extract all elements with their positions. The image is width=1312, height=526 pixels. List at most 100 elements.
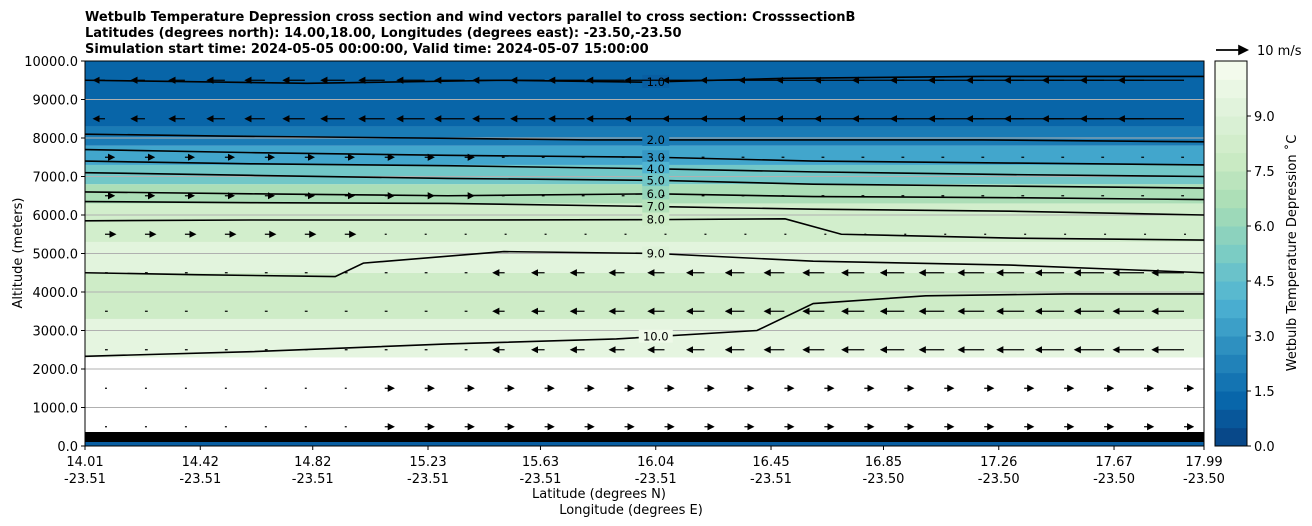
contour-label-bg-7.0	[642, 199, 670, 213]
y-tick-label: 10000.0	[24, 55, 78, 70]
x-tick-label-lon: -23.51	[179, 472, 221, 487]
contour-line-8.0	[85, 218, 1204, 241]
colorbar-segment	[1215, 336, 1247, 355]
x-tick-label-lat: 17.99	[1185, 455, 1222, 470]
contour-label-5.0: 5.0	[647, 173, 665, 187]
contour-label-8.0: 8.0	[647, 213, 665, 227]
contour-line-9.0	[85, 250, 1204, 278]
x-axis-label-2: Longitude (degrees E)	[559, 503, 703, 518]
colorbar: 0.0 1.5 3.0 4.5 6.0 7.5 9.0	[1214, 60, 1275, 455]
colorbar-label: Wetbulb Temperature Depression ˚C	[1284, 135, 1300, 372]
x-tick-label-lat: 15.23	[409, 455, 446, 470]
contour-label-3.0: 3.0	[647, 150, 665, 164]
x-tick-label-lon: -23.51	[292, 472, 334, 487]
contour-label-2.0: 2.0	[647, 133, 665, 147]
x-axis-ticks: 14.01 -23.51 14.42 -23.51 14.82 -23.51 15.23 -2…	[64, 446, 1225, 487]
y-tick-label: 6000.0	[33, 209, 79, 224]
contour-label-bg-9.0	[642, 246, 670, 260]
colorbar-tick-label: 7.5	[1254, 165, 1275, 180]
colorbar-segment	[1215, 61, 1247, 80]
colorbar-segment	[1215, 189, 1247, 209]
y-tick-label: 0.0	[57, 440, 78, 455]
vector-key-label: 10 m/s	[1257, 44, 1302, 59]
colorbar-tick-label: 6.0	[1254, 220, 1275, 235]
x-tick-label-lon: -23.51	[407, 472, 449, 487]
colorbar-segment	[1215, 281, 1247, 300]
x-tick-label-lat: 14.42	[182, 455, 219, 470]
x-tick-label-lat: 14.01	[66, 455, 103, 470]
x-tick-label-lat: 17.26	[980, 455, 1017, 470]
colorbar-segment	[1215, 391, 1247, 410]
colorbar-segment	[1215, 262, 1247, 282]
filled-layer-10	[85, 61, 1204, 127]
contour-label-bg-2.0	[642, 132, 670, 146]
contour-line-10.0	[85, 293, 1204, 358]
colorbar-segment	[1215, 171, 1247, 190]
contour-label-9.0: 9.0	[647, 247, 665, 261]
colorbar-segment	[1215, 427, 1247, 447]
x-tick-label-lat: 16.45	[752, 455, 789, 470]
colorbar-segment	[1215, 317, 1247, 337]
contour-label-bg-6.0	[642, 186, 670, 200]
contour-label-1.0: 1.0	[647, 75, 665, 89]
contour-line-2.0	[85, 133, 1204, 143]
filled-layer-3	[85, 272, 1204, 319]
x-tick-label-lon: -23.50	[1183, 472, 1225, 487]
colorbar-segment	[1215, 134, 1247, 154]
x-tick-label-lat: 17.67	[1095, 455, 1132, 470]
x-tick-label-lat: 16.04	[637, 455, 674, 470]
contour-label-bg-4.0	[642, 161, 670, 175]
plot-area: 1.0 2.0 3.04.05.06.07.08.0 9.0 10.0	[85, 61, 1204, 446]
contour-label-4.0: 4.0	[647, 162, 665, 176]
colorbar-segment	[1215, 97, 1247, 117]
y-axis-ticks: 0.0 1000.0 2000.0 3000.0 4000.0 5000.0 6000.0 7…	[24, 55, 85, 455]
colorbar-tick-label: 3.0	[1254, 330, 1275, 345]
y-tick-label: 8000.0	[33, 132, 79, 147]
colorbar-segment	[1215, 207, 1247, 227]
colorbar-segment	[1215, 409, 1247, 429]
colorbar-segment	[1215, 79, 1247, 99]
chart-title-line-1: Wetbulb Temperature Depression cross sec…	[85, 10, 855, 25]
colorbar-tick-label: 0.0	[1254, 440, 1275, 455]
contour-label-bg-3.0	[642, 150, 670, 164]
colorbar-segment	[1215, 116, 1247, 135]
colorbar-segment	[1215, 372, 1247, 392]
y-tick-label: 9000.0	[33, 94, 79, 109]
contour-lines: 1.0 2.0 3.04.05.06.07.08.0 9.0 10.0	[85, 74, 1204, 358]
contour-label-7.0: 7.0	[647, 200, 665, 214]
y-tick-label: 2000.0	[33, 363, 79, 378]
contour-label-10.0: 10.0	[643, 330, 669, 344]
x-tick-label-lon: -23.50	[1093, 472, 1135, 487]
surface-band	[85, 432, 1204, 442]
x-tick-label-lon: -23.51	[520, 472, 562, 487]
colorbar-frame	[1214, 60, 1248, 447]
chart-title-line-2: Latitudes (degrees north): 14.00,18.00, …	[85, 26, 682, 41]
colorbar-segment	[1215, 152, 1247, 172]
x-tick-label-lon: -23.51	[64, 472, 106, 487]
colorbar-segment	[1215, 354, 1247, 374]
x-tick-label-lon: -23.50	[863, 472, 905, 487]
y-tick-label: 7000.0	[33, 171, 79, 186]
colorbar-tick-label: 4.5	[1254, 275, 1275, 290]
contour-label-bg-8.0	[642, 212, 670, 226]
y-tick-label: 3000.0	[33, 325, 79, 340]
contour-label-bg-5.0	[642, 173, 670, 187]
y-tick-label: 5000.0	[33, 248, 79, 263]
filled-layer-1	[85, 357, 1204, 435]
x-tick-label-lat: 14.82	[294, 455, 331, 470]
wind-vectors	[92, 76, 1195, 431]
colorbar-segment	[1215, 244, 1247, 264]
chart-title-line-3: Simulation start time: 2024-05-05 00:00:…	[85, 42, 649, 57]
x-tick-label-lon: -23.51	[750, 472, 792, 487]
x-tick-label-lat: 16.85	[865, 455, 902, 470]
x-tick-label-lon: -23.50	[978, 472, 1020, 487]
x-axis-label: Latitude (degrees N)	[532, 487, 666, 502]
contour-label-bg-10.0	[638, 329, 673, 343]
contour-label-6.0: 6.0	[647, 187, 665, 201]
y-tick-label: 1000.0	[33, 402, 79, 417]
colorbar-segment	[1215, 226, 1247, 245]
colorbar-tick-label: 1.5	[1254, 385, 1275, 400]
x-tick-label-lat: 15.63	[522, 455, 559, 470]
y-tick-label: 4000.0	[33, 286, 79, 301]
